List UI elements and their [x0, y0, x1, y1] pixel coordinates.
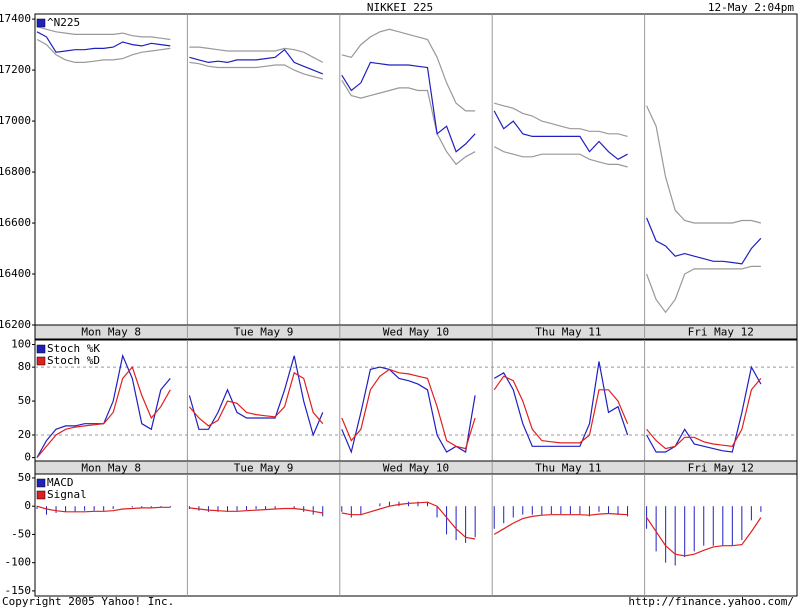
- day-label: Tue May 9: [234, 462, 294, 475]
- day-label: Wed May 10: [383, 462, 449, 475]
- day-label: Thu May 11: [535, 326, 601, 339]
- y-tick-label: 50: [18, 394, 31, 407]
- legend-label: Signal: [47, 488, 87, 501]
- legend-swatch: [36, 344, 46, 354]
- day-label: Tue May 9: [234, 326, 294, 339]
- legend-swatch: [36, 478, 46, 488]
- legend-swatch: [36, 18, 46, 28]
- y-tick-label: 20: [18, 428, 31, 441]
- day-label: Fri May 12: [688, 326, 754, 339]
- y-tick-label: 16800: [0, 165, 31, 178]
- day-label: Mon May 8: [81, 326, 141, 339]
- y-tick-label: 50: [18, 471, 31, 484]
- source: http://finance.yahoo.com/: [628, 595, 794, 608]
- y-tick-label: 0: [24, 451, 31, 464]
- day-label: Thu May 11: [535, 462, 601, 475]
- y-tick-label: -150: [5, 584, 32, 597]
- y-tick-label: 16200: [0, 318, 31, 331]
- y-tick-label: 80: [18, 360, 31, 373]
- chart-title: NIKKEI 225: [367, 1, 433, 14]
- series-line: [36, 38, 761, 314]
- legend-label: MACD: [47, 476, 74, 489]
- day-strip: [34, 324, 798, 340]
- plot-area: [34, 339, 798, 462]
- y-tick-label: 17400: [0, 12, 31, 25]
- plot-area: [34, 473, 798, 597]
- y-tick-label: 17000: [0, 114, 31, 127]
- y-tick-label: 16600: [0, 216, 31, 229]
- y-tick-label: 100: [11, 338, 31, 351]
- y-tick-label: 16400: [0, 267, 31, 280]
- series-line: [36, 501, 762, 557]
- series-line: [36, 365, 762, 458]
- legend-swatch: [36, 490, 46, 500]
- legend-label: ^N225: [47, 16, 80, 29]
- series-line: [36, 31, 762, 265]
- y-tick-label: 17200: [0, 63, 31, 76]
- day-label: Mon May 8: [81, 462, 141, 475]
- day-label: Fri May 12: [688, 462, 754, 475]
- series-line: [36, 26, 762, 224]
- legend-label: Stoch %K: [47, 342, 100, 355]
- timestamp: 12-May 2:04pm: [708, 1, 794, 14]
- y-tick-label: -50: [11, 527, 31, 540]
- day-label: Wed May 10: [383, 326, 449, 339]
- copyright: Copyright 2005 Yahoo! Inc.: [2, 595, 174, 608]
- y-tick-label: -100: [5, 556, 32, 569]
- legend-swatch: [36, 356, 46, 366]
- legend-label: Stoch %D: [47, 354, 100, 367]
- y-tick-label: 0: [24, 499, 31, 512]
